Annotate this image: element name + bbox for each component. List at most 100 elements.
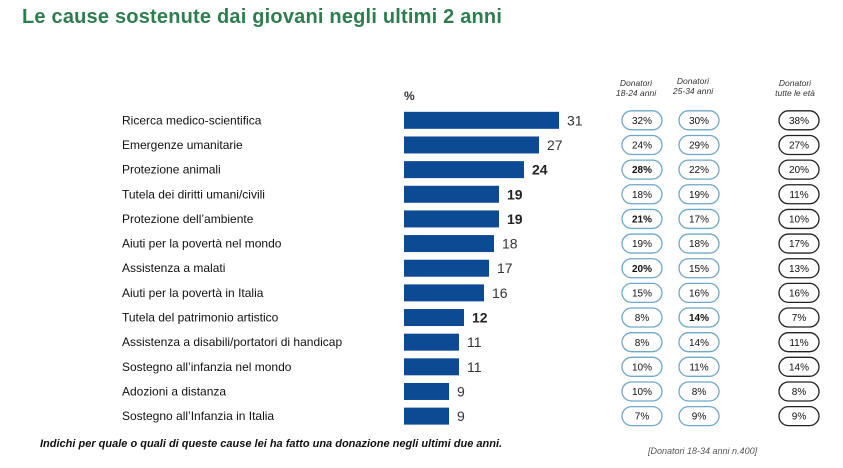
bar [404, 284, 484, 302]
pill-25-34 [678, 332, 720, 353]
pill-18-24-value: 8% [635, 313, 650, 324]
pill-25-34 [678, 110, 720, 131]
category-label: Adozioni a distanza [122, 384, 226, 398]
pill-all-ages [778, 258, 820, 279]
data-label: 24 [532, 162, 548, 178]
pill-all-ages-value: 20% [789, 165, 809, 176]
bar [404, 185, 499, 203]
pill-25-34-value: 19% [689, 190, 709, 201]
pill-18-24-value: 20% [632, 264, 652, 275]
pill-18-24-value: 21% [632, 215, 652, 226]
data-label: 9 [457, 408, 465, 424]
bar [404, 309, 464, 327]
pill-25-34 [678, 282, 720, 304]
pill-all-ages [778, 134, 820, 156]
percent-label: % [404, 89, 415, 103]
column-header-18-24-line1: Donatori [619, 78, 653, 88]
category-label: Assistenza a disabili/portatori di handi… [122, 335, 342, 349]
pill-25-34-value: 16% [689, 288, 709, 299]
pill-25-34 [678, 208, 720, 230]
category-label: Aiuti per la povertà in Italia [122, 286, 264, 300]
pill-all-ages-value: 27% [789, 141, 809, 152]
pill-all-ages [778, 208, 820, 230]
pill-all-ages [778, 381, 820, 402]
pill-18-24-value: 28% [632, 165, 652, 176]
data-label: 18 [502, 236, 518, 252]
pill-18-24 [621, 282, 663, 304]
pill-25-34-value: 17% [689, 215, 709, 226]
pill-18-24-value: 18% [632, 190, 652, 201]
pill-18-24-value: 10% [632, 387, 652, 398]
pill-18-24 [621, 307, 663, 328]
pill-all-ages-value: 9% [792, 412, 807, 423]
category-label: Aiuti per la povertà nel mondo [122, 237, 282, 251]
data-label: 12 [472, 310, 488, 326]
pill-all-ages [778, 307, 820, 328]
pill-25-34 [678, 159, 720, 180]
bar [404, 235, 494, 253]
pill-all-ages-value: 14% [789, 362, 809, 373]
pill-25-34-value: 14% [689, 313, 709, 324]
category-label: Tutela dei diritti umani/civili [122, 187, 265, 201]
pill-18-24-value: 10% [632, 362, 652, 373]
column-header-25-34-line1: Donatori [676, 76, 710, 86]
pill-25-34 [678, 233, 720, 254]
pill-25-34-value: 14% [689, 338, 709, 349]
pill-18-24 [621, 332, 663, 353]
pill-25-34 [678, 258, 720, 279]
pill-all-ages [778, 233, 820, 254]
column-header-25-34: Donatori 25-34 anni [660, 76, 726, 96]
pill-18-24 [621, 134, 663, 156]
pill-all-ages-value: 38% [789, 116, 809, 127]
pill-18-24 [621, 110, 663, 131]
pill-25-34-value: 30% [689, 116, 709, 127]
column-header-18-24: Donatori 18-24 anni [606, 78, 666, 98]
pill-all-ages [778, 356, 820, 377]
data-label: 16 [492, 285, 508, 301]
chart-title: Le cause sostenute dai giovani negli ult… [22, 6, 503, 28]
column-header-all-ages-line2: tutte le età [775, 88, 815, 98]
pill-18-24 [621, 258, 663, 279]
category-label: Emergenze umanitarie [122, 138, 243, 152]
pill-25-34-value: 11% [689, 362, 708, 373]
column-header-18-24-line2: 18-24 anni [615, 88, 657, 98]
pill-all-ages-value: 13% [789, 264, 809, 275]
pill-25-34 [678, 356, 720, 377]
data-label: 31 [567, 112, 583, 128]
pill-all-ages-value: 8% [792, 387, 807, 398]
data-label: 17 [497, 260, 513, 276]
pill-25-34 [678, 134, 720, 156]
pill-18-24 [621, 356, 663, 377]
pill-18-24 [621, 233, 663, 254]
pill-18-24 [621, 184, 663, 205]
pill-all-ages-value: 11% [789, 190, 808, 201]
bar [404, 382, 449, 400]
data-label: 19 [507, 211, 523, 227]
bar [404, 161, 524, 179]
pill-all-ages [778, 159, 820, 180]
pill-18-24-value: 32% [632, 116, 652, 127]
pill-25-34-value: 8% [692, 387, 707, 398]
pill-all-ages-value: 16% [789, 288, 809, 299]
pill-25-34 [678, 381, 720, 402]
bar [404, 259, 489, 277]
pill-all-ages [778, 110, 820, 131]
data-label: 19 [507, 186, 523, 202]
pill-18-24 [621, 208, 663, 230]
pill-all-ages-value: 17% [789, 239, 809, 250]
bar [404, 210, 499, 228]
pill-18-24-value: 24% [632, 141, 652, 152]
pill-all-ages [778, 405, 820, 427]
pill-18-24 [621, 159, 663, 180]
column-header-all-ages-line1: Donatori [778, 78, 812, 88]
data-label: 9 [457, 383, 465, 399]
data-label: 27 [547, 137, 563, 153]
category-label: Protezione animali [122, 163, 221, 177]
pill-18-24 [621, 381, 663, 402]
pill-all-ages [778, 282, 820, 304]
pill-18-24-value: 15% [632, 288, 652, 299]
pill-25-34-value: 15% [689, 264, 709, 275]
column-header-all-ages: Donatori tutte le età [760, 78, 830, 98]
footer-note: [Donatori 18-34 anni n.400] [648, 446, 758, 456]
